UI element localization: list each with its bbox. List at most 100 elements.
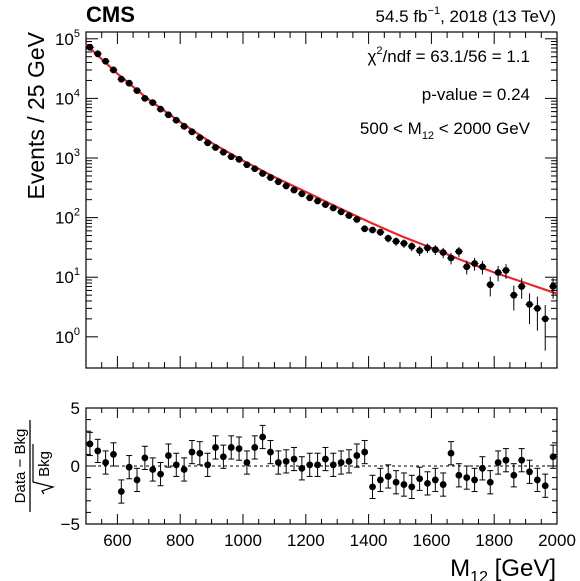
main-data-point: [463, 263, 471, 271]
ratio-data-point: [369, 483, 376, 491]
mass-range-annotation: 500 < M12 < 2000 GeV: [360, 119, 531, 142]
main-data-point: [86, 43, 94, 51]
ratio-data-point: [149, 466, 157, 473]
main-data-point: [361, 225, 369, 233]
main-data-point: [447, 254, 455, 262]
main-y-tick-label: 105: [55, 28, 80, 49]
ratio-data-point: [172, 461, 180, 469]
ratio-data-point: [416, 475, 424, 483]
ratio-data-point: [86, 440, 94, 448]
ratio-y-tick-label: 0: [71, 457, 80, 476]
ratio-data-point: [94, 447, 102, 455]
main-data-point: [455, 248, 463, 255]
main-data-point: [431, 246, 439, 254]
ratio-data-point: [227, 444, 235, 451]
main-data-point: [157, 105, 164, 113]
main-data-point: [282, 182, 290, 190]
main-data-point: [314, 197, 321, 205]
main-data-point: [180, 122, 188, 130]
main-data-point: [188, 128, 196, 136]
ratio-data-point: [102, 459, 110, 466]
main-data-point: [94, 50, 102, 58]
ratio-data-point: [486, 478, 494, 486]
fit-curve: [85, 43, 558, 295]
ratio-data-point: [219, 453, 227, 461]
ratio-data-point: [431, 476, 439, 484]
ratio-data-point: [282, 457, 290, 465]
ratio-x-tick-label: 800: [166, 531, 194, 550]
ratio-data-point: [400, 481, 408, 488]
main-data-point: [267, 174, 274, 181]
chi2-annotation: χ2/ndf = 63.1/56 = 1.1: [367, 45, 530, 66]
main-y-tick-label: 104: [55, 87, 80, 108]
ratio-data-point: [180, 466, 188, 473]
pvalue-annotation: p-value = 0.24: [422, 85, 530, 104]
ratio-x-tick-label: 1400: [350, 531, 388, 550]
main-data-point: [235, 155, 243, 163]
main-data-point: [133, 87, 141, 95]
main-data-point: [518, 283, 526, 290]
ratio-x-tick-label: 600: [103, 531, 131, 550]
main-data-point: [408, 242, 416, 250]
main-data-point: [172, 116, 180, 124]
main-data-point: [369, 226, 376, 234]
ratio-data-point: [204, 461, 212, 469]
main-data-point: [110, 66, 117, 74]
main-y-tick-label: 103: [55, 147, 80, 168]
ratio-data-point: [463, 474, 471, 481]
main-data-point: [494, 269, 502, 276]
main-data-point: [526, 301, 533, 308]
main-data-point: [204, 139, 212, 147]
main-data-point: [243, 161, 251, 169]
main-data-point: [416, 247, 424, 254]
main-data-point: [439, 249, 447, 256]
ratio-data-point: [353, 452, 361, 459]
main-data-point: [212, 144, 219, 151]
ratio-data-point: [376, 476, 384, 484]
ratio-data-point: [533, 476, 541, 484]
main-data-point: [117, 75, 125, 83]
main-data-point: [345, 212, 353, 220]
ratio-data-point: [329, 461, 337, 469]
ratio-data-point: [392, 478, 400, 486]
ratio-data-point: [510, 471, 518, 479]
main-data-point: [471, 260, 478, 267]
ratio-data-point: [518, 456, 526, 464]
ratio-data-point: [455, 471, 463, 479]
main-data-point: [290, 186, 298, 194]
main-y-tick-label: 101: [55, 266, 80, 287]
ratio-data-point: [408, 483, 416, 491]
fit-curve-layer: [85, 43, 558, 295]
ratio-data-point: [267, 448, 274, 456]
main-data-point: [549, 283, 557, 290]
ratio-data-point: [259, 433, 267, 441]
ratio-data-point: [541, 482, 549, 490]
main-data-points: [86, 43, 557, 351]
ratio-data-point: [549, 453, 557, 461]
main-data-point: [510, 291, 518, 299]
ratio-data-point: [322, 455, 329, 463]
ratio-x-tick-label: 1000: [224, 531, 262, 550]
main-data-point: [141, 94, 149, 102]
lumi-label: 54.5 fb−1, 2018 (13 TeV): [376, 5, 556, 26]
ratio-x-tick-label: 1200: [287, 531, 325, 550]
main-data-point: [392, 237, 400, 245]
ratio-data-point: [141, 454, 149, 462]
ratio-data-point: [243, 459, 251, 466]
ratio-data-point: [133, 476, 141, 484]
ratio-data-points: [86, 424, 557, 504]
main-data-point: [227, 153, 235, 161]
ratio-y-sqrt-sign: [32, 444, 56, 495]
main-y-tick-label: 102: [55, 207, 80, 228]
ratio-y-numerator: Data − Bkg: [12, 429, 29, 504]
ratio-axis-ticks: 600 800 1000 1200 1400 1600 1800 2000 5 0 −5: [61, 399, 576, 550]
main-data-point: [329, 204, 337, 212]
main-data-point: [322, 201, 329, 209]
ratio-data-point: [526, 468, 533, 476]
main-data-point: [165, 111, 172, 119]
ratio-data-point: [157, 470, 164, 478]
main-data-point: [502, 267, 510, 274]
ratio-data-point: [165, 452, 172, 459]
main-data-point: [196, 134, 204, 141]
